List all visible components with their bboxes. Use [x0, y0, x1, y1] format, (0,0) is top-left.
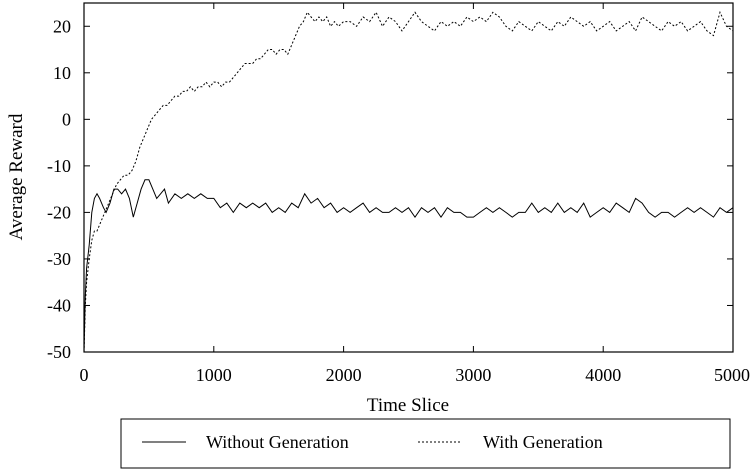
y-tick-label: 20: [53, 16, 71, 36]
x-tick-label: 5000: [714, 365, 750, 385]
y-tick-label: -20: [47, 202, 71, 222]
x-axis-title: Time Slice: [367, 395, 449, 416]
plot-frame: [83, 2, 734, 353]
x-tick-label: 4000: [585, 365, 621, 385]
y-tick-label: -50: [47, 342, 71, 362]
y-tick-label: 10: [53, 63, 71, 83]
y-axis-ticks: -50 -40 -30 -20 -10 0 10 20: [47, 16, 733, 362]
legend-box: [120, 418, 731, 469]
y-tick-label: -10: [47, 156, 71, 176]
legend-label-without-generation: Without Generation: [206, 432, 349, 452]
y-tick-label: -40: [47, 295, 71, 315]
x-tick-label: 0: [80, 365, 89, 385]
x-tick-label: 3000: [455, 365, 491, 385]
legend-label-with-generation: With Generation: [483, 432, 603, 452]
x-axis-ticks: 0 1000 2000 3000 4000 5000: [80, 3, 750, 385]
x-tick-label: 1000: [196, 365, 232, 385]
y-axis-title: Average Reward: [6, 113, 27, 240]
y-tick-label: -30: [47, 249, 71, 269]
legend: Without Generation With Generation: [120, 418, 731, 469]
x-tick-label: 2000: [326, 365, 362, 385]
series-line-with-generation: [83, 10, 734, 353]
series-line-without-generation: [83, 179, 734, 353]
plot-lines: [83, 10, 734, 353]
y-tick-label: 0: [62, 109, 71, 129]
